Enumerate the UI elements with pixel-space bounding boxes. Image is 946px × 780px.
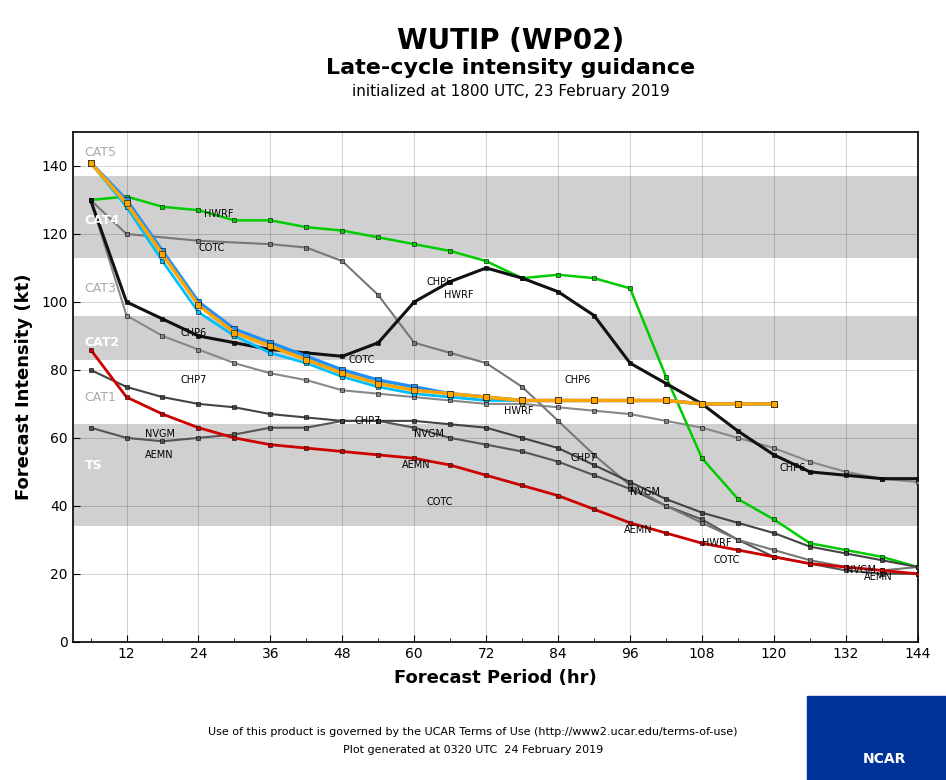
Text: CHP6: CHP6 <box>181 328 207 338</box>
Text: Plot generated at 0320 UTC  24 February 2019: Plot generated at 0320 UTC 24 February 2… <box>342 745 604 755</box>
Text: CAT2: CAT2 <box>84 336 120 349</box>
Text: CHP6: CHP6 <box>564 375 590 385</box>
Bar <box>73 115 918 176</box>
Text: CAT4: CAT4 <box>84 214 120 227</box>
Text: HWRF: HWRF <box>702 538 731 548</box>
Bar <box>73 316 918 360</box>
Text: HWRF: HWRF <box>204 208 234 218</box>
Text: NCAR: NCAR <box>863 752 906 766</box>
Text: AEMN: AEMN <box>624 525 653 534</box>
Bar <box>73 176 918 257</box>
Text: COTC: COTC <box>348 355 375 365</box>
Text: HWRF: HWRF <box>445 290 474 300</box>
Bar <box>73 526 918 642</box>
Text: HWRF: HWRF <box>504 406 534 416</box>
Text: COTC: COTC <box>714 555 741 566</box>
Text: COTC: COTC <box>427 498 452 508</box>
Text: TS: TS <box>84 459 102 472</box>
Text: NVGM: NVGM <box>630 488 660 498</box>
Text: AEMN: AEMN <box>402 460 430 470</box>
Text: initialized at 1800 UTC, 23 February 2019: initialized at 1800 UTC, 23 February 201… <box>352 84 670 99</box>
Text: AEMN: AEMN <box>864 573 892 582</box>
Text: CHP7: CHP7 <box>181 375 207 385</box>
Text: CHP7: CHP7 <box>570 453 597 463</box>
Bar <box>73 360 918 424</box>
Text: Late-cycle intensity guidance: Late-cycle intensity guidance <box>326 58 695 79</box>
Text: NVGM: NVGM <box>846 566 876 576</box>
Text: Use of this product is governed by the UCAR Terms of Use (http://www2.ucar.edu/t: Use of this product is governed by the U… <box>208 727 738 737</box>
Bar <box>73 257 918 316</box>
Text: NVGM: NVGM <box>145 430 174 439</box>
Bar <box>73 424 918 526</box>
Text: CAT1: CAT1 <box>84 391 116 403</box>
Text: CHP6: CHP6 <box>780 463 806 473</box>
Text: CHP6: CHP6 <box>427 277 452 286</box>
Text: CAT5: CAT5 <box>84 146 116 159</box>
Text: CAT3: CAT3 <box>84 282 116 295</box>
X-axis label: Forecast Period (hr): Forecast Period (hr) <box>394 669 597 687</box>
Y-axis label: Forecast Intensity (kt): Forecast Intensity (kt) <box>15 274 33 500</box>
Text: WUTIP (WP02): WUTIP (WP02) <box>397 27 624 55</box>
Text: NVGM: NVGM <box>414 430 445 439</box>
Text: AEMN: AEMN <box>145 450 173 460</box>
Text: COTC: COTC <box>199 243 225 253</box>
Text: CHP7: CHP7 <box>355 416 380 426</box>
